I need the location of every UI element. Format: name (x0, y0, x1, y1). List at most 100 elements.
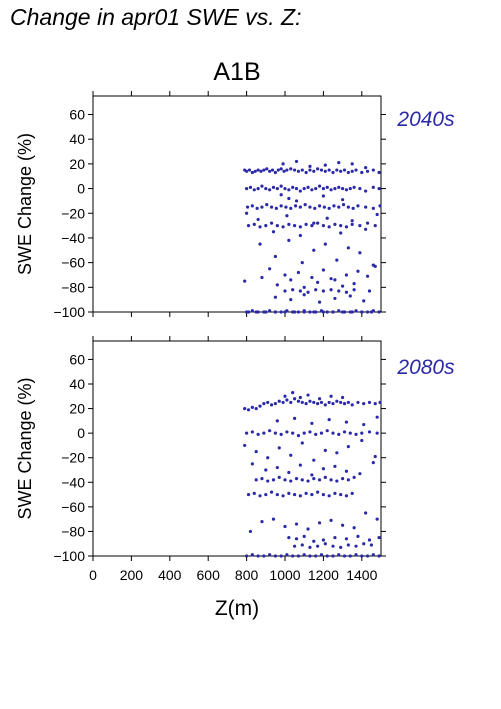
data-point (293, 416, 297, 420)
data-point (268, 553, 272, 557)
data-point (289, 479, 293, 483)
data-point (314, 288, 318, 292)
data-point (310, 421, 314, 425)
data-point (365, 169, 370, 173)
y-tick-label: −60 (61, 255, 85, 271)
data-point (354, 553, 358, 557)
data-point (377, 170, 381, 175)
data-point (356, 269, 360, 273)
data-point (348, 554, 352, 558)
data-point (321, 289, 325, 293)
data-point (317, 397, 322, 401)
data-point (310, 275, 314, 280)
data-point (333, 491, 337, 495)
y-tick-label: −100 (53, 304, 85, 320)
data-point (277, 399, 281, 403)
data-point (341, 395, 345, 400)
data-point (273, 295, 277, 299)
x-tick-label: 1400 (346, 567, 377, 583)
data-point (294, 522, 299, 526)
data-point (275, 186, 279, 191)
data-point (262, 168, 266, 172)
y-tick-label: −40 (61, 230, 85, 246)
data-point (287, 470, 291, 475)
data-point (289, 167, 293, 171)
x-tick-label: 600 (197, 567, 221, 583)
data-point (289, 453, 293, 457)
data-point (350, 169, 354, 173)
data-point (296, 554, 301, 558)
data-point (285, 168, 289, 172)
data-point (331, 544, 335, 548)
data-point (275, 224, 279, 228)
data-point (354, 544, 358, 548)
data-point (350, 222, 354, 226)
data-point (260, 205, 264, 209)
data-point (367, 430, 372, 434)
data-point (316, 490, 320, 494)
data-point (266, 400, 270, 405)
data-point (303, 203, 307, 207)
data-point (358, 472, 362, 476)
data-point (327, 400, 331, 405)
data-point (352, 288, 356, 292)
data-point (256, 217, 260, 222)
data-point (302, 431, 306, 435)
data-point (287, 222, 291, 226)
data-point (333, 296, 337, 301)
data-point (289, 206, 293, 210)
data-point (291, 431, 295, 435)
data-point (323, 169, 327, 173)
data-point (270, 168, 275, 172)
data-point (287, 491, 291, 495)
data-point (323, 242, 327, 246)
panel-label: 2040s (396, 108, 455, 131)
data-point (283, 273, 287, 277)
data-point (298, 463, 302, 467)
data-point (365, 310, 370, 314)
data-point (250, 462, 254, 466)
data-point (316, 544, 320, 548)
data-point (358, 251, 362, 255)
data-point (367, 538, 372, 542)
data-point (268, 267, 272, 271)
data-point (321, 467, 325, 471)
data-point (258, 225, 262, 229)
data-point (293, 310, 297, 314)
data-point (335, 258, 339, 262)
data-point (341, 198, 345, 202)
data-point (346, 445, 350, 449)
data-point (354, 309, 358, 313)
data-point (346, 170, 350, 175)
data-point (312, 400, 316, 405)
data-point (375, 431, 379, 435)
data-point (371, 461, 375, 465)
data-point (360, 170, 364, 175)
data-point (269, 221, 274, 225)
data-point (312, 169, 316, 173)
data-point (245, 554, 249, 558)
data-point (375, 517, 379, 521)
y-tick-label: −40 (61, 474, 85, 490)
data-point (354, 432, 358, 436)
data-point (339, 492, 343, 497)
x-tick-label: 1000 (269, 567, 300, 583)
data-point (319, 400, 324, 405)
y-tick-label: −80 (61, 523, 85, 539)
data-point (256, 554, 260, 558)
data-point (284, 205, 288, 209)
data-point (256, 186, 260, 191)
data-point (352, 526, 356, 530)
data-point (346, 543, 350, 547)
data-point (317, 204, 322, 208)
data-point (312, 310, 316, 314)
data-point (339, 169, 343, 173)
data-point (283, 524, 287, 529)
data-point (293, 204, 298, 208)
data-point (271, 185, 276, 189)
data-point (283, 310, 287, 314)
data-point (371, 206, 375, 210)
data-point (262, 554, 266, 558)
data-point (252, 491, 256, 495)
